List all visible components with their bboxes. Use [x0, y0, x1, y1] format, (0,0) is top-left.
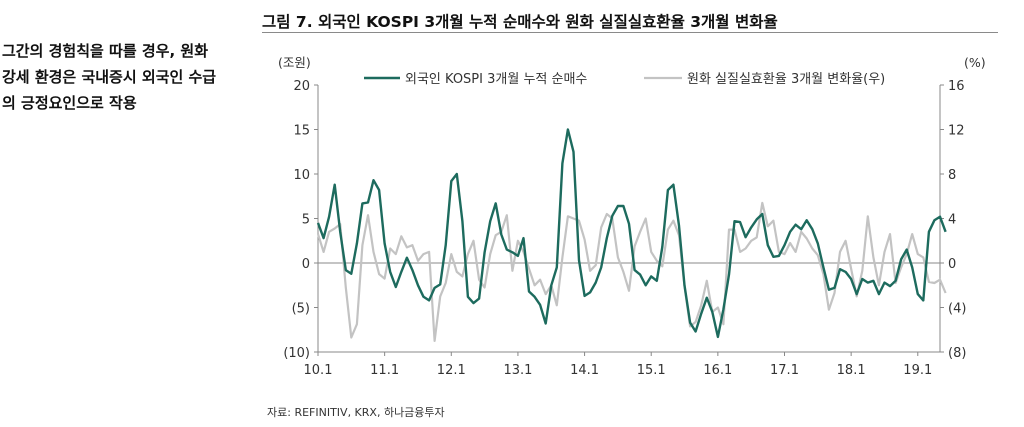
x-tick-label: 11.1: [370, 363, 399, 378]
title-divider: [262, 32, 998, 33]
left-tick-label: (10): [283, 346, 310, 361]
left-tick-label: 10: [293, 168, 310, 183]
left-tick-label: 5: [302, 213, 310, 228]
x-tick-label: 12.1: [437, 363, 466, 378]
plot-frame: [317, 85, 941, 353]
series-line-foreign-net-buy: [316, 128, 947, 339]
figure-title: 그림 7. 외국인 KOSPI 3개월 누적 순매수와 원화 실질실효환율 3개…: [262, 13, 778, 31]
side-note-line: 강세 환경은 국내증시 외국인 수급: [2, 68, 217, 86]
right-tick-label: (4): [948, 302, 966, 317]
right-unit-label: (%): [964, 55, 986, 70]
right-tick-label: 0: [948, 257, 956, 272]
x-tick-label: 17.1: [770, 363, 799, 378]
x-tick-label: 18.1: [837, 363, 866, 378]
x-tick-label: 10.1: [304, 363, 333, 378]
right-tick-label: 8: [948, 168, 956, 183]
left-tick-label: (5): [292, 302, 310, 317]
side-note-line: 의 긍정요인으로 작용: [2, 94, 137, 112]
right-tick-label: 12: [948, 124, 965, 139]
source-note: 자료: REFINITIV, KRX, 하나금융투자: [267, 406, 445, 419]
side-note-line: 그간의 경험칙을 따를 경우, 원화: [2, 42, 208, 60]
series-line-krw-reer-change: [316, 201, 947, 342]
x-tick-label: 16.1: [703, 363, 732, 378]
right-tick-label: 16: [948, 79, 965, 94]
side-note: 그간의 경험칙을 따를 경우, 원화 강세 환경은 국내증시 외국인 수급 의 …: [2, 38, 252, 116]
series-layer: [316, 128, 947, 342]
x-tick-label: 13.1: [503, 363, 532, 378]
x-tick-label: 19.1: [903, 363, 932, 378]
right-tick-label: (8): [948, 346, 966, 361]
x-tick-label: 14.1: [570, 363, 599, 378]
legend: 외국인 KOSPI 3개월 누적 순매수 원화 실질실효환율 3개월 변화율(우): [364, 72, 885, 87]
legend-label-krw: 원화 실질실효환율 3개월 변화율(우): [687, 72, 885, 87]
left-tick-label: 20: [293, 79, 310, 94]
left-tick-label: 15: [293, 124, 310, 139]
right-tick-label: 4: [948, 213, 956, 228]
left-unit-label: (조원): [278, 55, 311, 70]
x-tick-label: 15.1: [637, 363, 666, 378]
left-tick-label: 0: [302, 257, 310, 272]
axis-ticks: 20 15 10 5 0 (5) (10) 16 12 8 4 0 (4) (8) (조원) (%) 10.1 1…: [278, 55, 986, 378]
legend-label-foreign: 외국인 KOSPI 3개월 누적 순매수: [405, 72, 587, 87]
